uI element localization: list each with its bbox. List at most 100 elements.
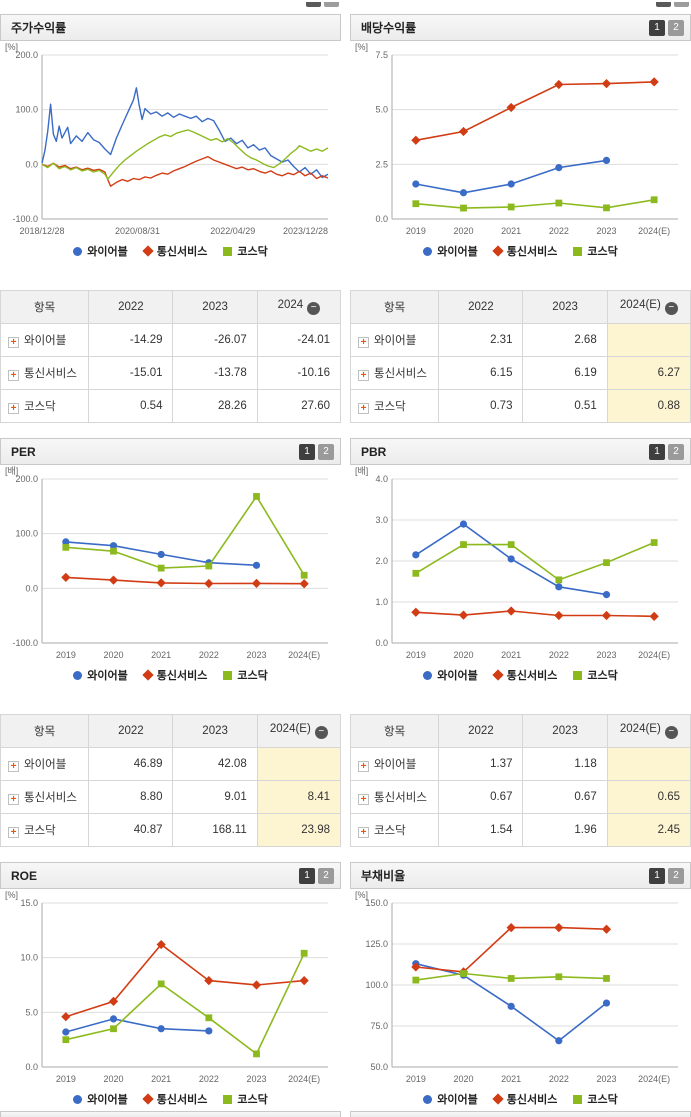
value-cell: 0.51 bbox=[522, 389, 608, 423]
expand-plus-icon[interactable]: + bbox=[8, 761, 19, 772]
value-cell: 2.68 bbox=[522, 323, 608, 357]
legend-item: 와이어블 bbox=[73, 667, 128, 683]
pager-button-1[interactable]: 1 bbox=[649, 443, 665, 460]
expand-plus-icon[interactable]: + bbox=[358, 337, 369, 348]
pager-button-1[interactable]: 1 bbox=[299, 443, 315, 460]
panel-title: ROE bbox=[11, 868, 38, 883]
table-row: + 와이어블 -14.29 -26.07 -24.01 bbox=[0, 323, 342, 357]
row-label: 통신서비스 bbox=[24, 368, 77, 380]
svg-text:2019: 2019 bbox=[56, 1074, 76, 1084]
col-header-year: 2024(E) − bbox=[606, 290, 691, 324]
value-cell: 40.87 bbox=[88, 813, 174, 847]
row-label-cell: + 와이어블 bbox=[349, 747, 440, 781]
dividend-yield-table: 항목 2022 2023 2024(E) − + 와이어블 2.31 2.68 + 통신서비스 6.1… bbox=[349, 290, 691, 423]
svg-text:[%]: [%] bbox=[355, 42, 368, 52]
row-label: 코스닥 bbox=[24, 401, 56, 413]
svg-text:7.5: 7.5 bbox=[375, 50, 388, 60]
legend-item: 와이어블 bbox=[73, 1091, 128, 1107]
svg-text:2019: 2019 bbox=[406, 226, 426, 236]
svg-text:1.0: 1.0 bbox=[375, 597, 388, 607]
legend-label: 와이어블 bbox=[437, 670, 478, 682]
expand-plus-icon[interactable]: + bbox=[8, 337, 19, 348]
svg-text:2024(E): 2024(E) bbox=[288, 650, 320, 660]
price-return-table: 항목 2022 2023 2024− + 와이어블 -14.29 -26.07 -24.01 + 통… bbox=[0, 290, 342, 423]
pager-button-2[interactable]: 2 bbox=[668, 19, 684, 36]
panel-title: 주가수익률 bbox=[11, 21, 67, 35]
col-header-item: 항목 bbox=[0, 714, 90, 748]
table-row: + 코스닥 0.54 28.26 27.60 bbox=[0, 389, 342, 423]
value-cell: 2.31 bbox=[438, 323, 524, 357]
table-row: + 코스닥 0.73 0.51 0.88 bbox=[349, 389, 691, 423]
legend-item: 코스닥 bbox=[573, 667, 618, 683]
expand-plus-icon[interactable]: + bbox=[358, 761, 369, 772]
expand-plus-icon[interactable]: + bbox=[8, 794, 19, 805]
value-cell: -10.16 bbox=[256, 356, 342, 390]
row-label: 와이어블 bbox=[374, 335, 417, 347]
pager-button-2[interactable]: 2 bbox=[668, 443, 684, 460]
legend-label: 통신서비스 bbox=[156, 1094, 208, 1106]
chart-legend: 와이어블 통신서비스 코스닥 bbox=[350, 665, 691, 685]
value-cell: 0.54 bbox=[88, 389, 174, 423]
value-cell bbox=[256, 747, 342, 781]
expand-plus-icon[interactable]: + bbox=[358, 827, 369, 838]
row-label: 와이어블 bbox=[374, 759, 417, 771]
expand-plus-icon[interactable]: + bbox=[358, 370, 369, 381]
svg-text:200.0: 200.0 bbox=[15, 474, 38, 484]
price-return-chart: [%] 200.0 100.0 0.0 -100.0 2018/12/28 2020/08/… bbox=[0, 41, 341, 241]
svg-text:2019: 2019 bbox=[406, 650, 426, 660]
expand-plus-icon[interactable]: + bbox=[8, 827, 19, 838]
value-cell: 1.96 bbox=[522, 813, 608, 847]
expand-plus-icon[interactable]: + bbox=[8, 403, 19, 414]
chart-svg: [배]200.0 100.0 0.0 -100.0 2019 2020 2021 2022 20… bbox=[5, 466, 328, 660]
svg-text:2020: 2020 bbox=[453, 1074, 473, 1084]
clipped-pager-button-1[interactable] bbox=[306, 2, 321, 7]
clipped-pager-button-2[interactable] bbox=[674, 2, 689, 7]
pager-button-2[interactable]: 2 bbox=[668, 867, 684, 884]
pager-button-1[interactable]: 1 bbox=[649, 867, 665, 884]
col-header-label: 항목 bbox=[384, 726, 406, 738]
diamond-marker-icon bbox=[142, 669, 154, 681]
legend-label: 통신서비스 bbox=[506, 246, 558, 258]
clipped-pager-button-2[interactable] bbox=[324, 2, 339, 7]
dividend-yield-chart: [%] 7.5 5.0 2.5 0.0 2019 2020 2021 2022 2023 2024(… bbox=[350, 41, 691, 241]
value-cell: 8.80 bbox=[88, 780, 174, 814]
per-chart: [배] 200.0 100.0 0.0 -100.0 2019 2020 2021 2022 20… bbox=[0, 465, 341, 665]
collapse-minus-icon[interactable]: − bbox=[307, 302, 321, 315]
value-cell bbox=[606, 747, 691, 781]
expand-plus-icon[interactable]: + bbox=[8, 370, 19, 381]
value-cell bbox=[606, 323, 691, 357]
svg-text:[%]: [%] bbox=[5, 42, 18, 52]
col-header-year: 2022 bbox=[88, 290, 174, 324]
chart-svg: [%] 7.5 5.0 2.5 0.0 2019 2020 2021 2022 2023 2024(… bbox=[355, 42, 678, 236]
pager-button-2[interactable]: 2 bbox=[318, 867, 334, 884]
square-marker-icon bbox=[573, 246, 583, 256]
collapse-minus-icon[interactable]: − bbox=[314, 726, 328, 739]
value-cell: 8.41 bbox=[256, 780, 342, 814]
svg-text:2021: 2021 bbox=[151, 650, 171, 660]
svg-text:15.0: 15.0 bbox=[20, 898, 38, 908]
expand-plus-icon[interactable]: + bbox=[358, 403, 369, 414]
diamond-marker-icon bbox=[492, 669, 504, 681]
pager-button-1[interactable]: 1 bbox=[299, 867, 315, 884]
legend-item: 통신서비스 bbox=[492, 667, 557, 683]
square-marker-icon bbox=[573, 1094, 583, 1104]
legend-item: 코스닥 bbox=[223, 243, 268, 259]
collapse-minus-icon[interactable]: − bbox=[664, 302, 678, 315]
collapse-minus-icon[interactable]: − bbox=[664, 726, 678, 739]
chart-svg: [%]150.0 125.0 100.0 75.0 50.0 2019 2020 2021 20… bbox=[355, 890, 678, 1084]
panel-title: 배당수익률 bbox=[361, 21, 417, 35]
clipped-pager-button-1[interactable] bbox=[656, 2, 671, 7]
expand-plus-icon[interactable]: + bbox=[358, 794, 369, 805]
pager-button-1[interactable]: 1 bbox=[649, 19, 665, 36]
chart-svg: [%]15.0 10.0 5.0 0.0 2019 2020 2021 2022 2023 202… bbox=[5, 890, 328, 1084]
col-header-year: 2024− bbox=[256, 290, 342, 324]
pager-button-2[interactable]: 2 bbox=[318, 443, 334, 460]
svg-text:2022: 2022 bbox=[549, 1074, 569, 1084]
row-label-cell: + 통신서비스 bbox=[349, 780, 440, 814]
value-cell: 0.67 bbox=[438, 780, 524, 814]
